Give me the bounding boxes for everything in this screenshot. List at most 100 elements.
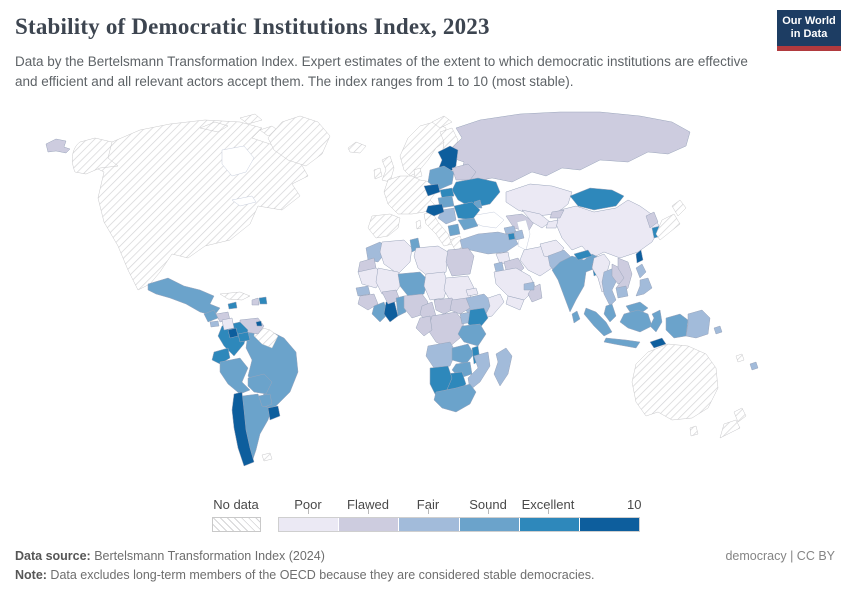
region-trinidad[interactable] xyxy=(255,320,263,327)
legend-swatch-fair[interactable] xyxy=(399,518,460,531)
owid-logo[interactable]: Our World in Data xyxy=(777,10,841,51)
region-togo-benin[interactable] xyxy=(395,295,407,317)
region-zambia[interactable] xyxy=(451,343,475,365)
license-text[interactable]: democracy | CC BY xyxy=(725,549,835,563)
region-yemen[interactable] xyxy=(505,295,525,311)
region-ivory-coast[interactable] xyxy=(371,301,389,323)
region-south-sudan[interactable] xyxy=(449,297,471,315)
region-iceland[interactable] xyxy=(347,141,367,154)
region-taiwan[interactable] xyxy=(635,249,644,264)
region-kenya[interactable] xyxy=(467,307,489,331)
region-romania[interactable] xyxy=(453,201,481,221)
region-ireland[interactable] xyxy=(373,167,383,180)
region-guinea[interactable] xyxy=(357,293,379,311)
region-panama[interactable] xyxy=(237,331,251,343)
region-poland[interactable] xyxy=(427,165,455,191)
region-indonesia[interactable] xyxy=(603,337,641,349)
region-armenia[interactable] xyxy=(507,232,516,241)
region-chad[interactable] xyxy=(423,271,449,301)
region-egypt[interactable] xyxy=(445,247,475,277)
region-chile[interactable] xyxy=(231,391,255,467)
region-new-zealand[interactable] xyxy=(733,407,747,423)
region-kazakhstan[interactable] xyxy=(505,183,573,217)
region-tajikistan[interactable] xyxy=(545,219,559,229)
legend-swatch-flawed[interactable] xyxy=(339,518,400,531)
region-dominican-republic[interactable] xyxy=(258,296,268,305)
region-el-salvador[interactable] xyxy=(209,320,220,328)
region-uzbekistan[interactable] xyxy=(521,209,551,229)
region-alaska[interactable] xyxy=(72,137,119,175)
region-japan[interactable] xyxy=(671,199,687,217)
legend-swatch-ten[interactable] xyxy=(579,518,640,531)
region-russia[interactable] xyxy=(451,111,691,183)
region-falklands[interactable] xyxy=(261,452,273,462)
region-malaysia[interactable] xyxy=(603,303,617,323)
region-japan[interactable] xyxy=(655,213,681,241)
region-niger[interactable] xyxy=(397,271,429,297)
region-malaysia[interactable] xyxy=(625,301,649,315)
region-nepal[interactable] xyxy=(573,249,593,261)
region-azerbaijan[interactable] xyxy=(513,229,525,241)
region-mozambique[interactable] xyxy=(467,351,491,391)
region-bulgaria[interactable] xyxy=(457,217,479,231)
region-somalia[interactable] xyxy=(483,293,505,319)
region-iberia[interactable] xyxy=(367,213,401,239)
legend-no-data-swatch[interactable] xyxy=(212,517,261,532)
region-albania-macedonia[interactable] xyxy=(447,223,461,237)
region-colombia[interactable] xyxy=(217,321,249,357)
region-indonesia[interactable] xyxy=(665,313,689,339)
region-mongolia[interactable] xyxy=(569,187,625,211)
region-uruguay[interactable] xyxy=(267,405,281,421)
region-cambodia[interactable] xyxy=(615,285,629,299)
region-western-europe[interactable] xyxy=(383,175,437,215)
region-angola[interactable] xyxy=(425,341,457,369)
region-slovakia[interactable] xyxy=(439,187,455,199)
region-canada-usa[interactable] xyxy=(95,119,309,291)
region-algeria[interactable] xyxy=(379,239,413,275)
region-mexico[interactable] xyxy=(147,277,221,317)
region-south-africa[interactable] xyxy=(433,383,477,413)
region-philippines[interactable] xyxy=(635,263,647,279)
region-arctic-islands[interactable] xyxy=(239,113,263,125)
region-nicaragua[interactable] xyxy=(221,317,235,331)
region-oman[interactable] xyxy=(527,283,543,303)
region-svalbard[interactable] xyxy=(431,115,453,129)
region-new-caledonia[interactable] xyxy=(735,353,745,363)
region-bolivia[interactable] xyxy=(247,373,273,395)
region-cuba[interactable] xyxy=(219,291,251,301)
region-peru[interactable] xyxy=(219,357,251,395)
legend-swatch-poor[interactable] xyxy=(279,518,340,531)
region-jamaica[interactable] xyxy=(227,301,238,310)
region-solomon-islands[interactable] xyxy=(713,325,723,335)
region-czechia[interactable] xyxy=(423,183,441,197)
region-north-korea[interactable] xyxy=(645,211,659,229)
region-uae[interactable] xyxy=(523,281,535,291)
region-greenland[interactable] xyxy=(267,115,331,167)
region-philippines[interactable] xyxy=(635,277,653,297)
region-belarus[interactable] xyxy=(451,163,477,181)
region-costa-rica[interactable] xyxy=(227,327,239,339)
region-congo-gabon[interactable] xyxy=(415,315,433,337)
legend-swatch-excellent[interactable] xyxy=(519,518,580,531)
region-papua-new-guinea[interactable] xyxy=(685,309,711,339)
region-denmark[interactable] xyxy=(413,167,423,179)
region-ghana[interactable] xyxy=(383,299,399,323)
region-ukraine[interactable] xyxy=(451,177,501,209)
region-corsica-sardinia[interactable] xyxy=(415,219,422,230)
region-croatia-slovenia[interactable] xyxy=(425,203,445,217)
region-timor-leste[interactable] xyxy=(649,337,667,349)
region-madagascar[interactable] xyxy=(493,347,513,387)
region-great-britain[interactable] xyxy=(381,155,395,183)
region-eritrea[interactable] xyxy=(465,287,479,297)
region-new-zealand[interactable] xyxy=(719,419,741,439)
region-tasmania[interactable] xyxy=(689,425,699,437)
region-arctic-islands[interactable] xyxy=(199,121,229,133)
region-sri-lanka[interactable] xyxy=(571,310,581,324)
region-indonesia[interactable] xyxy=(619,309,653,333)
region-tanzania[interactable] xyxy=(457,323,487,347)
region-australia[interactable] xyxy=(631,343,719,421)
region-kyrgyzstan[interactable] xyxy=(549,209,565,219)
region-india[interactable] xyxy=(551,253,601,313)
region-indonesia[interactable] xyxy=(649,309,663,333)
region-chukotka[interactable] xyxy=(45,138,71,154)
